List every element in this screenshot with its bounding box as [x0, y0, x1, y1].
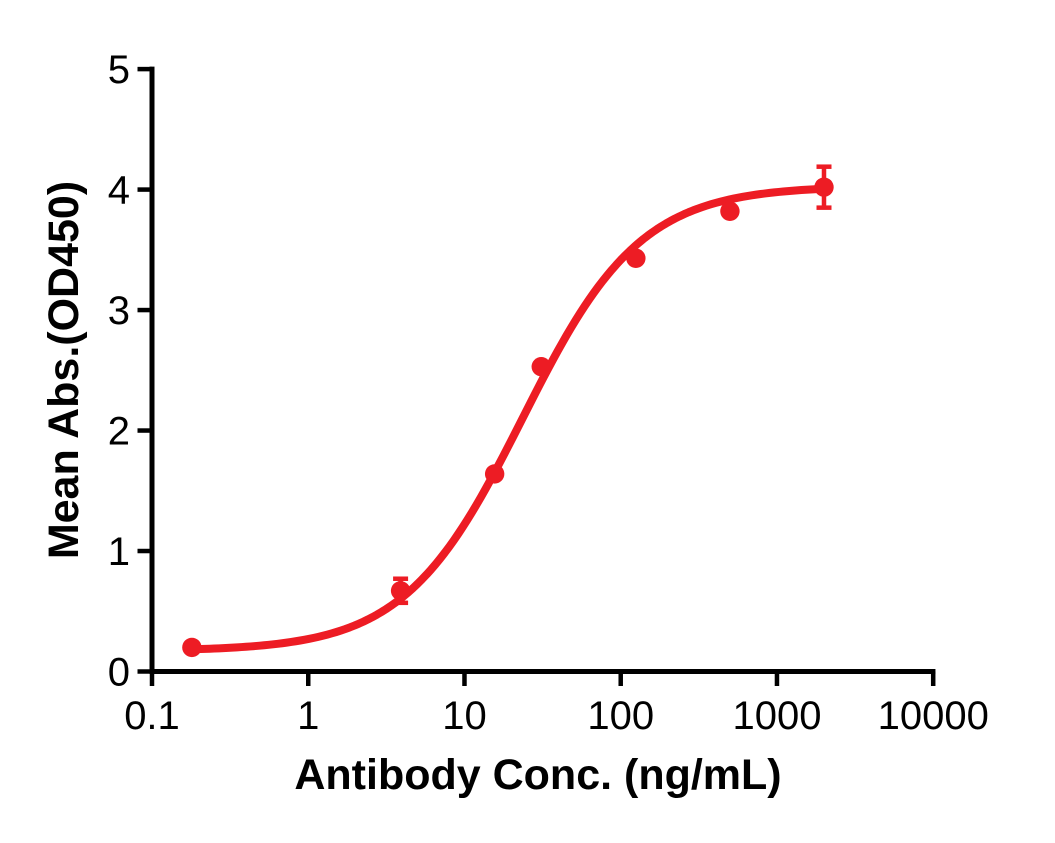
y-tick-label: 1: [108, 530, 130, 574]
y-tick-label: 3: [108, 289, 130, 333]
data-point: [390, 581, 411, 601]
y-tick-label: 4: [108, 169, 130, 213]
data-point: [484, 464, 505, 484]
data-point: [720, 201, 740, 221]
y-tick-label: 5: [108, 48, 130, 92]
x-tick-label: 10000: [878, 694, 989, 738]
data-point: [531, 356, 551, 377]
plot-area: 0.1 1 10 100 1000 10000 0 1 2 3 4 5: [108, 48, 989, 738]
data-point: [814, 177, 834, 197]
x-tick-label: 1000: [732, 694, 821, 738]
fit-curve: [187, 184, 828, 654]
x-tick-label: 10: [442, 694, 487, 738]
y-axis-title: Mean Abs.(OD450): [40, 181, 88, 559]
y-tick-label: 0: [108, 651, 130, 695]
data-point: [626, 248, 646, 268]
x-axis-title: Antibody Conc. (ng/mL): [294, 751, 781, 799]
x-tick-label: 0.1: [124, 694, 180, 738]
x-tick-label: 100: [587, 694, 654, 738]
y-tick-label: 2: [108, 410, 130, 454]
x-tick-label: 1: [297, 694, 319, 738]
data-point: [182, 637, 202, 658]
